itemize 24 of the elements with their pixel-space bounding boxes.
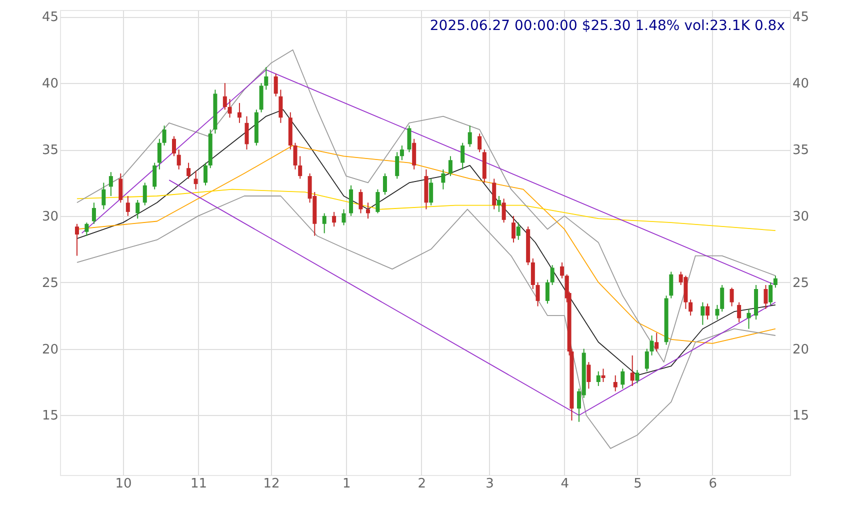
y-tick-label: 40 bbox=[42, 76, 58, 92]
x-tick-label: 6 bbox=[708, 476, 718, 492]
text: 2025.06.27 00:00:00 $25.30 1.48% vol:23.1K 0.8x bbox=[430, 18, 785, 34]
y-tick-label: 25 bbox=[42, 276, 58, 291]
x-tick-label: 5 bbox=[634, 476, 642, 492]
x-tick-label: 3 bbox=[486, 476, 494, 492]
y-tick-label: 15 bbox=[42, 408, 58, 424]
y2-tick-label: 35 bbox=[792, 143, 810, 158]
y2-tick-label: 25 bbox=[792, 276, 810, 291]
y2-tick-label: 30 bbox=[792, 209, 810, 224]
y2-tick-label: 40 bbox=[792, 76, 810, 92]
x-tick-label: 2 bbox=[418, 476, 426, 492]
y2-tick-label: 45 bbox=[792, 10, 810, 26]
x-tick-label: 1 bbox=[342, 476, 351, 492]
x-tick-label: 10 bbox=[115, 476, 132, 492]
x-tick-label: 12 bbox=[263, 476, 280, 492]
x-tick-label: 11 bbox=[190, 476, 208, 492]
y2-tick-label: 20 bbox=[792, 342, 810, 358]
y-tick-label: 35 bbox=[42, 143, 58, 158]
y2-tick-label: 15 bbox=[792, 408, 810, 424]
x-tick-label: 4 bbox=[560, 476, 570, 492]
y-tick-label: 20 bbox=[42, 342, 58, 358]
y-tick-label: 30 bbox=[42, 209, 58, 224]
y-tick-label: 45 bbox=[42, 10, 58, 26]
